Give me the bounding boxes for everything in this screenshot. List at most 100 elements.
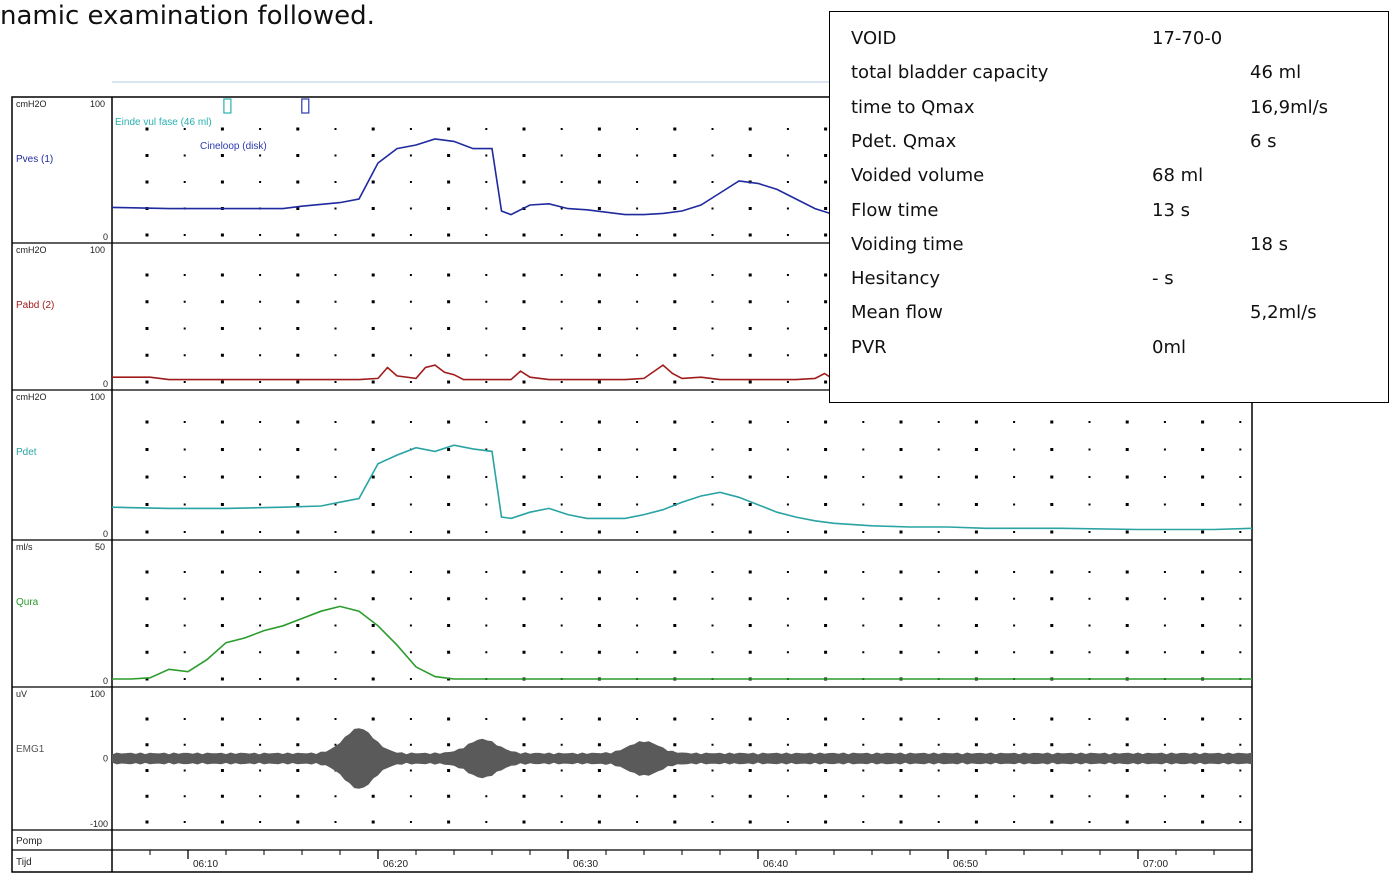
grid-dot bbox=[824, 624, 828, 627]
summary-label: Pdet. Qmax bbox=[851, 130, 957, 152]
grid-dot bbox=[974, 794, 978, 798]
grid-dot bbox=[485, 624, 488, 627]
grid-dot bbox=[522, 503, 526, 506]
grid-dot bbox=[786, 651, 789, 654]
grid-dot bbox=[711, 795, 714, 798]
grid-dot bbox=[183, 503, 186, 506]
grid-dot bbox=[296, 820, 300, 824]
grid-dot bbox=[862, 597, 865, 600]
time-tick-label: 07:00 bbox=[1143, 859, 1168, 870]
grid-dot bbox=[409, 181, 412, 183]
grid-dot bbox=[560, 503, 563, 506]
grid-dot bbox=[824, 233, 828, 237]
grid-dot bbox=[862, 769, 865, 772]
grid-dot bbox=[862, 503, 865, 506]
grid-dot bbox=[786, 234, 789, 236]
grid-dot bbox=[522, 420, 526, 424]
grid-dot bbox=[1088, 503, 1091, 506]
grid-dot bbox=[636, 207, 639, 210]
grid-dot bbox=[786, 448, 789, 451]
grid-dot bbox=[673, 233, 677, 237]
grid-dot bbox=[673, 448, 677, 451]
range-top-emg1: 100 bbox=[90, 689, 105, 699]
grid-dot bbox=[1050, 448, 1054, 451]
grid-dot bbox=[899, 503, 903, 506]
grid-dot bbox=[485, 531, 488, 533]
grid-dot bbox=[824, 503, 828, 506]
grid-dot bbox=[862, 743, 865, 746]
grid-dot bbox=[1201, 624, 1205, 627]
grid-dot bbox=[183, 571, 186, 573]
grid-dot bbox=[673, 769, 677, 772]
grid-dot bbox=[220, 475, 224, 479]
grid-dot bbox=[485, 327, 488, 330]
grid-dot bbox=[409, 128, 412, 130]
grid-dot bbox=[560, 769, 563, 772]
summary-value: 5,2ml/s bbox=[1250, 302, 1317, 324]
grid-dot bbox=[748, 420, 752, 424]
grid-dot bbox=[1239, 597, 1242, 600]
grid-dot bbox=[145, 475, 149, 479]
grid-dot bbox=[597, 127, 601, 131]
grid-dot bbox=[597, 448, 601, 451]
grid-dot bbox=[371, 597, 375, 601]
grid-dot bbox=[636, 718, 639, 720]
grid-dot bbox=[296, 743, 300, 747]
grid-dot bbox=[560, 476, 563, 478]
grid-dot bbox=[183, 154, 186, 157]
grid-dot bbox=[145, 570, 149, 574]
grid-dot bbox=[1088, 769, 1091, 772]
grid-dot bbox=[1239, 476, 1242, 478]
grid-dot bbox=[711, 476, 714, 478]
grid-dot bbox=[673, 794, 677, 798]
grid-dot bbox=[899, 794, 903, 798]
grid-dot bbox=[371, 207, 375, 210]
grid-dot bbox=[1013, 571, 1016, 573]
grid-dot bbox=[560, 300, 563, 303]
summary-row: time to Qmax 16,9ml/s bbox=[830, 97, 1388, 131]
grid-dot bbox=[334, 354, 337, 357]
grid-dot bbox=[409, 476, 412, 478]
grid-dot bbox=[1050, 475, 1054, 479]
grid-dot bbox=[862, 476, 865, 478]
grid-emg1 bbox=[145, 717, 1242, 824]
grid-dot bbox=[786, 476, 789, 478]
grid-dot bbox=[786, 128, 789, 130]
grid-dot bbox=[371, 154, 375, 157]
grid-dot bbox=[409, 795, 412, 798]
grid-dot bbox=[899, 448, 903, 451]
grid-dot bbox=[673, 180, 677, 184]
grid-dot bbox=[1239, 743, 1242, 746]
grid-dot bbox=[1201, 475, 1205, 479]
grid-dot bbox=[296, 503, 300, 506]
grid-dot bbox=[447, 180, 451, 184]
grid-dot bbox=[1125, 570, 1129, 574]
grid-dot bbox=[1201, 769, 1205, 772]
grid-dot bbox=[485, 300, 488, 303]
grid-dot bbox=[409, 571, 412, 573]
grid-dot bbox=[183, 795, 186, 798]
grid-dot bbox=[183, 678, 186, 680]
grid-dot bbox=[711, 274, 714, 276]
grid-dot bbox=[636, 128, 639, 130]
grid-dot bbox=[560, 381, 563, 383]
grid-dot bbox=[1125, 448, 1129, 451]
range-bottom-emg1: -100 bbox=[90, 819, 108, 829]
grid-dot bbox=[597, 650, 601, 654]
grid-dot bbox=[334, 531, 337, 533]
range-top-pves-1: 100 bbox=[90, 99, 105, 109]
grid-dot bbox=[183, 381, 186, 383]
grid-dot bbox=[1163, 476, 1166, 478]
grid-dot bbox=[974, 530, 978, 534]
grid-dot bbox=[786, 795, 789, 798]
grid-dot bbox=[711, 354, 714, 357]
grid-dot bbox=[145, 769, 149, 772]
grid-dot bbox=[220, 180, 224, 184]
grid-dot bbox=[371, 448, 375, 451]
grid-dot bbox=[862, 448, 865, 451]
grid-dot bbox=[824, 570, 828, 574]
grid-dot bbox=[862, 795, 865, 798]
grid-dot bbox=[259, 476, 262, 478]
grid-dot bbox=[522, 127, 526, 131]
grid-dot bbox=[409, 597, 412, 600]
